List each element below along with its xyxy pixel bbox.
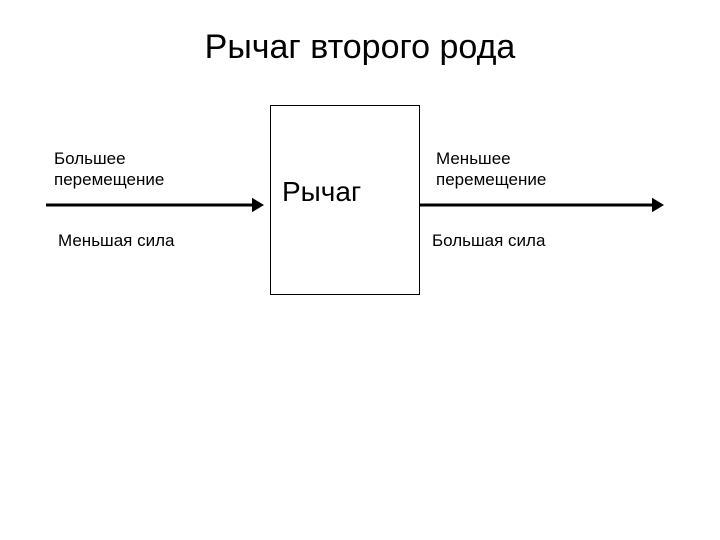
lever-box-label: Рычаг xyxy=(282,176,361,208)
left-bottom-label: Меньшая сила xyxy=(58,230,174,251)
page-title: Рычаг второго рода xyxy=(0,28,720,67)
left-top-label: Большее перемещение xyxy=(54,148,164,191)
diagram-canvas: Рычаг второго рода Рычаг Большее перемещ… xyxy=(0,0,720,540)
right-bottom-label: Большая сила xyxy=(432,230,545,251)
right-arrow-icon xyxy=(408,193,676,218)
right-top-label: Меньшее перемещение xyxy=(436,148,546,191)
left-arrow-icon xyxy=(34,193,276,218)
